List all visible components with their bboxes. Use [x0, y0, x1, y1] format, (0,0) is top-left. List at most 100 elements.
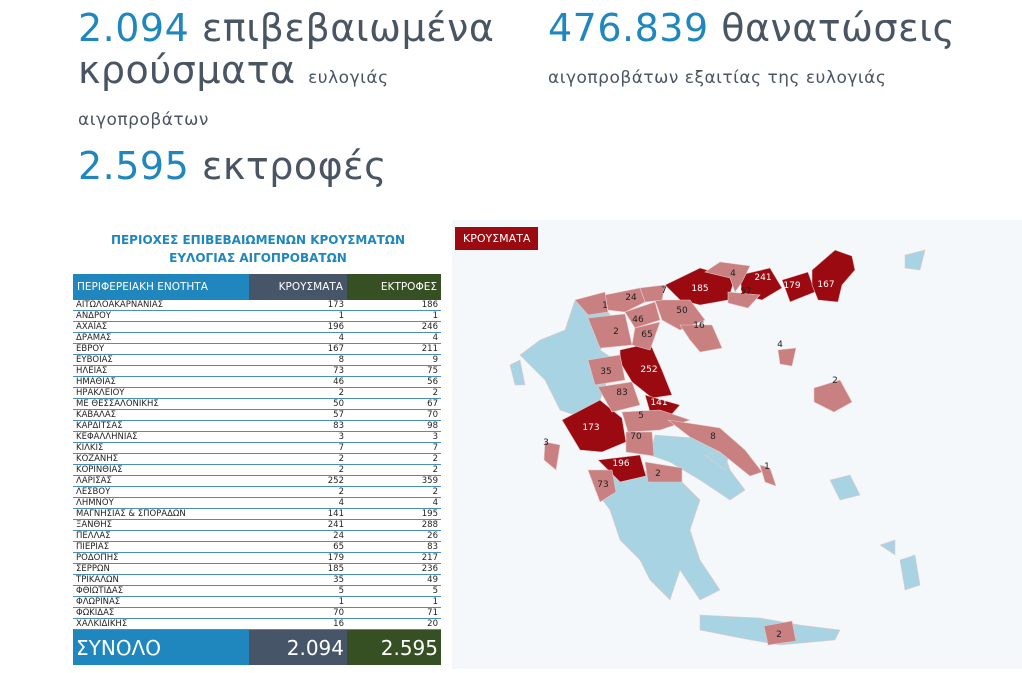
- cell-farms: 186: [347, 300, 441, 312]
- region-15: [574, 291, 609, 316]
- region-label: 4: [730, 269, 736, 279]
- region-label: 8: [710, 432, 716, 442]
- cell-region: ΕΥΒΟΙΑΣ: [73, 354, 249, 367]
- region-26: [777, 347, 797, 367]
- cell-farms: 2: [347, 486, 441, 499]
- cell-cases: 3: [249, 431, 347, 444]
- cell-farms: 49: [347, 574, 441, 587]
- cell-farms: 71: [347, 607, 441, 620]
- cell-cases: 7: [249, 442, 347, 455]
- table-row: ΚΕΦΑΛΛΗΝΙΑΣ 3 3: [73, 431, 441, 444]
- cases-table: ΠΕΡΙΦΕΡΕΙΑΚΗ ΕΝΟΤΗΤΑ ΚΡΟΥΣΜΑΤΑ ΕΚΤΡΟΦΕΣ …: [73, 274, 441, 665]
- cell-cases: 24: [249, 530, 347, 543]
- cell-farms: 2: [347, 453, 441, 466]
- cell-region: ΚΙΛΚΙΣ: [73, 442, 249, 455]
- cell-cases: 173: [249, 300, 347, 312]
- cell-region: ΜΑΓΝΗΣΙΑΣ & ΣΠΟΡΑΔΩΝ: [73, 508, 249, 521]
- cell-farms: 2: [347, 464, 441, 477]
- table-title-line1: ΠΕΡΙΟΧΕΣ ΕΠΙΒΕΒΑΙΩΜΕΝΩΝ ΚΡΟΥΣΜΑΤΩΝ: [110, 233, 406, 247]
- table-title: ΠΕΡΙΟΧΕΣ ΕΠΙΒΕΒΑΙΩΜΕΝΩΝ ΚΡΟΥΣΜΑΤΩΝ ΕΥΛΟΓ…: [72, 231, 444, 267]
- region-label: 65: [641, 330, 652, 340]
- cell-cases: 70: [249, 607, 347, 620]
- cell-region: ΔΡΑΜΑΣ: [73, 332, 249, 345]
- cell-region: ΚΑΒΑΛΑΣ: [73, 409, 249, 422]
- region-label: 4: [777, 340, 783, 350]
- cell-cases: 83: [249, 420, 347, 433]
- table-row: ΔΡΑΜΑΣ 4 4: [73, 332, 441, 345]
- region-17: [631, 321, 661, 351]
- region-label: 179: [783, 281, 800, 291]
- cell-cases: 65: [249, 541, 347, 554]
- cell-cases: 179: [249, 552, 347, 565]
- cases-suffix: ευλογιάς αιγοπροβάτων: [78, 67, 389, 130]
- table-row: ΛΗΜΝΟΥ 4 4: [73, 497, 441, 510]
- cell-farms: 26: [347, 530, 441, 543]
- region-8: [704, 261, 751, 293]
- region-label: 7: [661, 286, 667, 296]
- cell-cases: 2: [249, 387, 347, 400]
- total-cell: 2.595: [347, 629, 441, 665]
- region-29: [763, 620, 797, 646]
- region-label: 1: [602, 301, 608, 311]
- region-label: 185: [691, 284, 708, 294]
- cell-farms: 236: [347, 563, 441, 576]
- cell-region: ΛΗΜΝΟΥ: [73, 497, 249, 510]
- cell-farms: 83: [347, 541, 441, 554]
- greece-map: 185 241 179 167 252 141 173 196 4 57 50 16 7 24 46 1 2 65…: [452, 220, 1022, 669]
- table-row: ΦΘΙΩΤΙΔΑΣ 5 5: [73, 585, 441, 598]
- cell-region: ΜΕ ΘΕΣΣΑΛΟΝΙΚΗΣ: [73, 398, 249, 411]
- cell-farms: 1: [347, 596, 441, 609]
- farms-number: 2.595: [78, 144, 190, 188]
- cell-region: ΚΕΦΑΛΛΗΝΙΑΣ: [73, 431, 249, 444]
- deaths-number: 476.839: [548, 6, 709, 50]
- region-label: 167: [817, 280, 834, 290]
- cell-region: ΦΛΩΡΙΝΑΣ: [73, 596, 249, 609]
- cell-farms: 9: [347, 354, 441, 367]
- cell-cases: 4: [249, 332, 347, 345]
- region-label: 46: [632, 315, 644, 325]
- unaffected-area: [904, 249, 926, 271]
- table-row: ΤΡΙΚΑΛΩΝ 35 49: [73, 574, 441, 587]
- cell-farms: 3: [347, 431, 441, 444]
- table-row: ΜΕ ΘΕΣΣΑΛΟΝΙΚΗΣ 50 67: [73, 398, 441, 411]
- region-label: 70: [630, 432, 642, 442]
- table-row: ΕΒΡΟΥ 167 211: [73, 343, 441, 356]
- region-28: [759, 464, 777, 487]
- region-label: 57: [740, 287, 751, 297]
- cell-cases: 4: [249, 497, 347, 510]
- table-title-line2: ΕΥΛΟΓΙΑΣ ΑΙΓΟΠΡΟΒΑΤΩΝ: [169, 251, 347, 265]
- region-3: [811, 249, 856, 303]
- region-label: 252: [640, 365, 657, 375]
- table-row: ΠΙΕΡΙΑΣ 65 83: [73, 541, 441, 554]
- cell-farms: 2: [347, 387, 441, 400]
- cell-cases: 2: [249, 486, 347, 499]
- cell-cases: 57: [249, 409, 347, 422]
- cell-farms: 4: [347, 332, 441, 345]
- cell-farms: 56: [347, 376, 441, 389]
- region-label: 173: [582, 423, 599, 433]
- cell-farms: 1: [347, 310, 441, 323]
- unaffected-area: [829, 474, 861, 501]
- table-row: ΗΛΕΙΑΣ 73 75: [73, 365, 441, 378]
- region-label: 2: [613, 327, 619, 337]
- cell-region: ΑΝΔΡΟΥ: [73, 310, 249, 323]
- region-14: [624, 301, 661, 329]
- total-cell: ΣΥΝΟΛΟ: [73, 629, 249, 665]
- table-row: ΛΕΣΒΟΥ 2 2: [73, 486, 441, 499]
- cell-cases: 46: [249, 376, 347, 389]
- region-9: [727, 291, 761, 309]
- cell-region: ΗΛΕΙΑΣ: [73, 365, 249, 378]
- table-row: ΡΟΔΟΠΗΣ 179 217: [73, 552, 441, 565]
- region-27: [813, 379, 853, 413]
- table-row: ΚΙΛΚΙΣ 7 7: [73, 442, 441, 455]
- cell-region: ΑΧΑΪΑΣ: [73, 321, 249, 334]
- region-label: 73: [597, 480, 608, 490]
- cell-cases: 2: [249, 464, 347, 477]
- cell-region: ΧΑΛΚΙΔΙΚΗΣ: [73, 618, 249, 631]
- region-label: 5: [638, 411, 644, 421]
- farms-text: εκτροφές: [201, 144, 387, 188]
- table-row: ΠΕΛΛΑΣ 24 26: [73, 530, 441, 543]
- farms-stat: 2.595 εκτροφές: [78, 144, 387, 188]
- cell-cases: 50: [249, 398, 347, 411]
